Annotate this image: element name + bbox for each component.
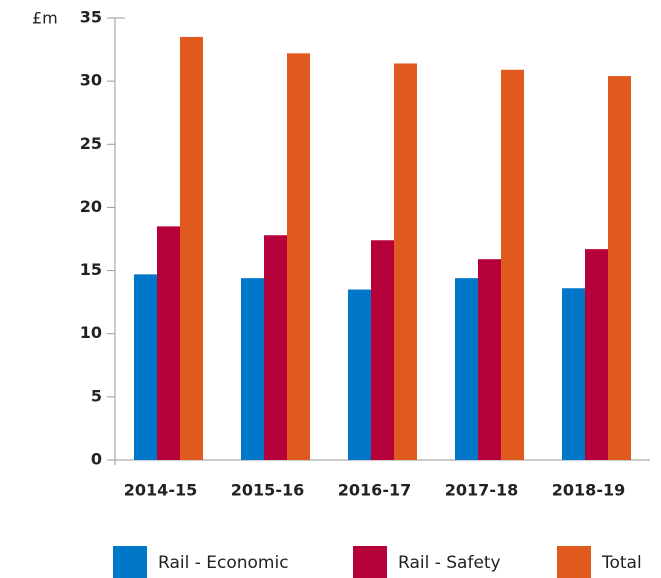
- y-unit: £m: [32, 9, 58, 28]
- bar: [394, 63, 417, 460]
- bar: [478, 259, 501, 460]
- bar: [562, 288, 585, 460]
- legend-swatch: [353, 546, 387, 578]
- x-tick-label: 2016-17: [338, 481, 411, 500]
- legend-swatch: [557, 546, 591, 578]
- x-tick-label: 2017-18: [445, 481, 518, 500]
- y-tick-label: 10: [80, 323, 102, 342]
- y-tick-label: 5: [91, 386, 102, 405]
- y-tick-label: 20: [80, 197, 102, 216]
- bar: [287, 53, 310, 461]
- legend-label: Total: [601, 553, 642, 573]
- y-tick-label: 25: [80, 134, 102, 153]
- bar: [371, 240, 394, 460]
- bar: [608, 76, 631, 460]
- x-tick-label: 2015-16: [231, 481, 304, 500]
- x-tick-label: 2018-19: [552, 481, 625, 500]
- bar: [157, 226, 180, 460]
- bar: [264, 235, 287, 460]
- legend-label: Rail - Safety: [398, 553, 501, 573]
- y-tick-label: 30: [80, 71, 102, 90]
- x-tick-label: 2014-15: [124, 481, 197, 500]
- bar: [241, 278, 264, 460]
- y-tick-label: 35: [80, 8, 102, 27]
- legend-label: Rail - Economic: [158, 553, 289, 573]
- bar: [134, 274, 157, 460]
- y-tick-label: 15: [80, 260, 102, 279]
- bar: [180, 36, 203, 460]
- bar: [585, 249, 608, 460]
- bar: [501, 69, 524, 460]
- bar: [455, 278, 478, 460]
- legend-swatch: [113, 546, 147, 578]
- bar: [348, 289, 371, 460]
- y-tick-label: 0: [91, 450, 102, 469]
